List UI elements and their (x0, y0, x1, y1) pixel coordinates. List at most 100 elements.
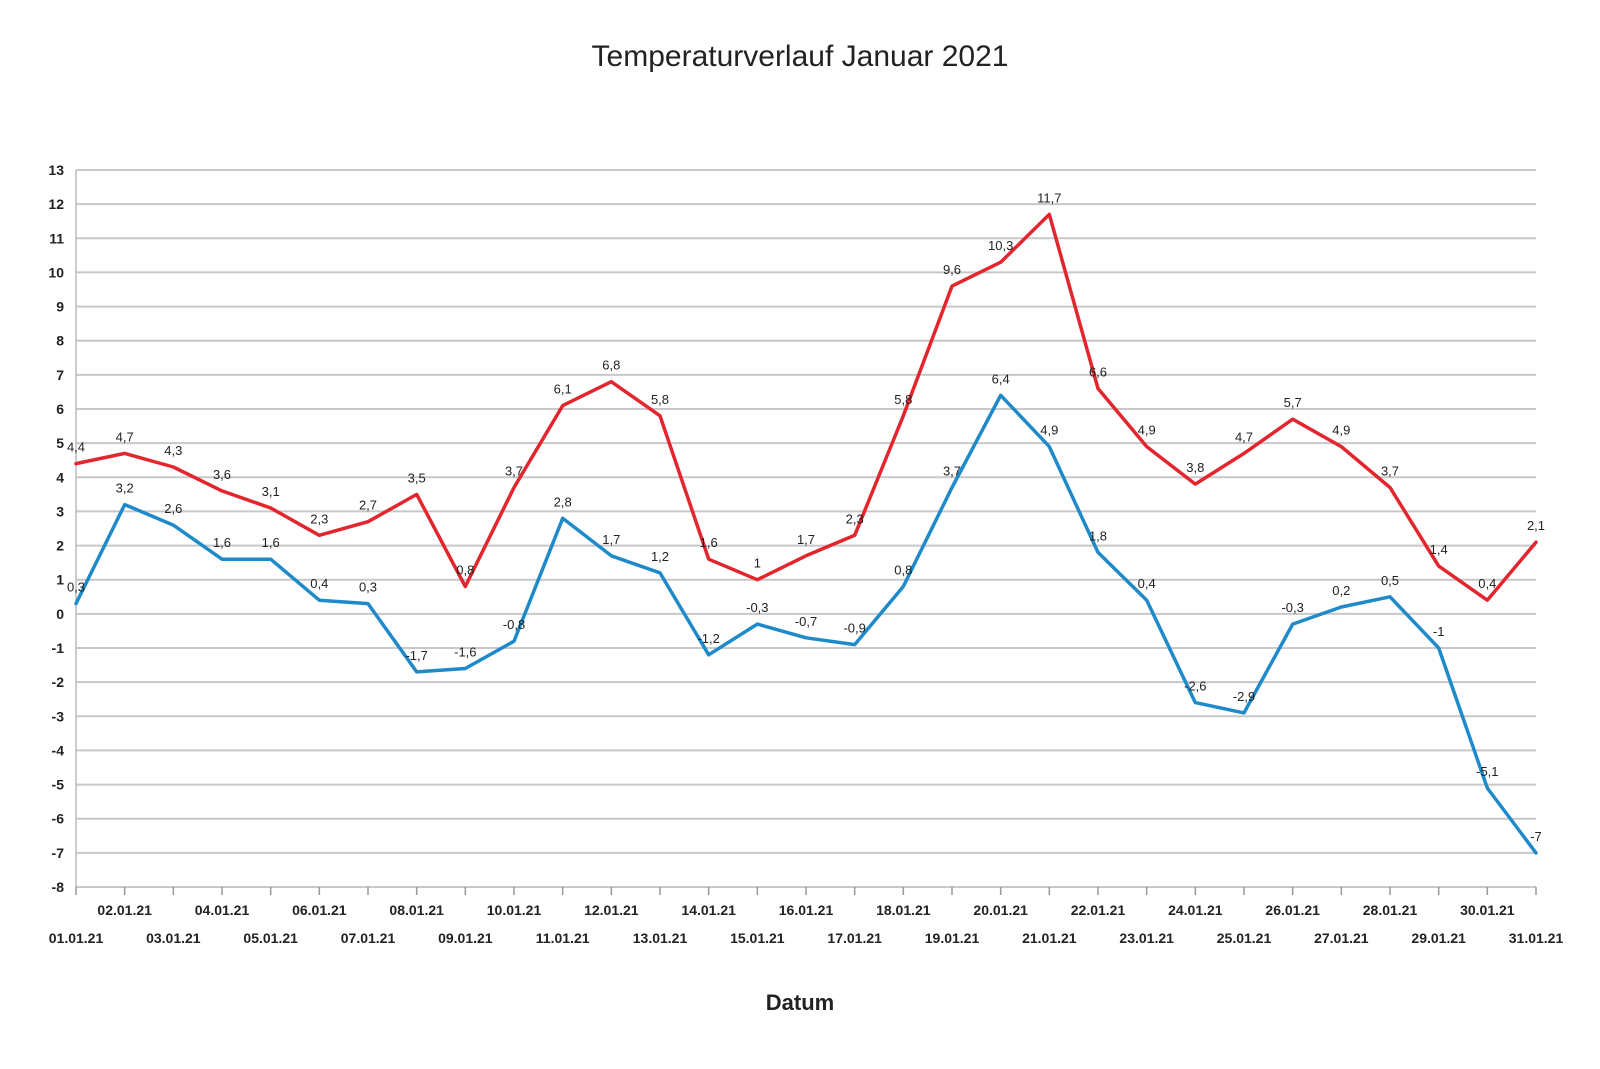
y-tick-label: 9 (56, 299, 64, 315)
data-label-minimum: 1,2 (651, 549, 669, 564)
x-tick-label: 16.01.21 (779, 902, 834, 918)
data-label-maximum: 0,8 (456, 563, 474, 578)
data-label-minimum: 2,8 (554, 494, 572, 509)
data-label-minimum: -0,3 (1281, 600, 1303, 615)
x-tick-label: 09.01.21 (438, 930, 493, 946)
data-label-maximum: 1,6 (700, 535, 718, 550)
data-label-maximum: 11,7 (1037, 190, 1061, 205)
x-tick-label: 22.01.21 (1071, 902, 1126, 918)
data-label-minimum: -1 (1433, 624, 1445, 639)
data-label-minimum: 0,3 (67, 580, 85, 595)
data-label-minimum: -1,7 (405, 648, 427, 663)
data-label-maximum: 4,4 (67, 440, 85, 455)
x-axis-label: Datum (765, 990, 835, 1015)
series-lines (74, 212, 1538, 855)
x-tick-label: 17.01.21 (827, 930, 882, 946)
data-label-minimum: 0,8 (894, 563, 912, 578)
series-line-minimum (74, 393, 1538, 855)
x-tick-label: 23.01.21 (1119, 930, 1174, 946)
y-tick-label: -1 (52, 640, 65, 656)
data-label-minimum: -7 (1530, 829, 1542, 844)
x-tick-labels: 01.01.21 02.01.21 03.01.21 04.01.21 05.01.21… (49, 902, 1564, 946)
y-tick-label: 7 (56, 367, 64, 383)
y-tick-label: -2 (52, 674, 65, 690)
y-tick-label: 3 (56, 503, 64, 519)
data-label-minimum: -2,9 (1233, 689, 1255, 704)
data-label-minimum: -1,6 (454, 644, 476, 659)
data-label-minimum: 6,4 (992, 371, 1010, 386)
data-label-maximum: 3,8 (1186, 460, 1204, 475)
data-label-maximum: 1 (754, 556, 761, 571)
x-tick-label: 31.01.21 (1509, 930, 1564, 946)
data-label-minimum: 2,6 (164, 501, 182, 516)
data-label-maximum: 6,8 (602, 358, 620, 373)
x-tick-label: 21.01.21 (1022, 930, 1077, 946)
data-label-minimum: -2,6 (1184, 679, 1206, 694)
data-label-minimum: 4,9 (1040, 423, 1058, 438)
y-tick-label: 0 (56, 606, 64, 622)
y-tick-label: 8 (56, 333, 64, 349)
data-label-maximum: 4,3 (164, 443, 182, 458)
x-tick-label: 06.01.21 (292, 902, 347, 918)
x-tick-label: 19.01.21 (925, 930, 980, 946)
x-tick-label: 20.01.21 (973, 902, 1028, 918)
data-label-maximum: 9,6 (943, 262, 961, 277)
data-label-maximum: 10,3 (988, 238, 1013, 253)
data-label-maximum: 3,1 (262, 484, 280, 499)
data-label-maximum: 5,7 (1284, 395, 1302, 410)
data-label-minimum: -0,8 (503, 617, 525, 632)
data-label-maximum: 4,7 (1235, 429, 1253, 444)
y-tick-label: 10 (48, 264, 64, 280)
y-tick-label: 2 (56, 538, 64, 554)
data-label-minimum: 0,3 (359, 580, 377, 595)
data-label-maximum: 3,5 (408, 470, 426, 485)
data-label-minimum: 3,2 (116, 481, 134, 496)
data-label-minimum: 1,7 (602, 532, 620, 547)
data-label-maximum: 4,7 (116, 429, 134, 444)
x-tick-label: 05.01.21 (243, 930, 298, 946)
data-label-minimum: 0,2 (1332, 583, 1350, 598)
y-tick-label: -4 (52, 742, 65, 758)
data-label-maximum: 0,4 (1478, 576, 1496, 591)
x-tick-label: 14.01.21 (681, 902, 736, 918)
y-tick-label: -3 (52, 708, 65, 724)
data-label-minimum: 0,4 (1138, 576, 1156, 591)
data-label-maximum: 4,9 (1138, 423, 1156, 438)
x-tick-label: 24.01.21 (1168, 902, 1223, 918)
y-tick-label: -8 (52, 879, 65, 895)
x-tick-label: 01.01.21 (49, 930, 104, 946)
x-tick-label: 07.01.21 (341, 930, 396, 946)
x-tick-label: 15.01.21 (730, 930, 785, 946)
data-label-maximum: 3,7 (505, 464, 523, 479)
data-label-maximum: 3,6 (213, 467, 231, 482)
data-label-minimum: -5,1 (1476, 764, 1498, 779)
y-tick-label: 12 (48, 196, 64, 212)
x-tick-label: 29.01.21 (1411, 930, 1466, 946)
data-label-maximum: 5,8 (651, 392, 669, 407)
x-tick-label: 03.01.21 (146, 930, 201, 946)
y-tick-label: -6 (52, 811, 65, 827)
data-label-maximum: 2,7 (359, 498, 377, 513)
y-tick-label: 11 (49, 230, 64, 246)
data-label-minimum: 1,8 (1089, 528, 1107, 543)
data-label-minimum: -0,7 (795, 614, 817, 629)
data-label-minimum: -0,3 (746, 600, 768, 615)
y-tick-label: -7 (52, 845, 65, 861)
x-tick-label: 02.01.21 (97, 902, 152, 918)
data-label-minimum: 1,6 (262, 535, 280, 550)
chart-title: Temperaturverlauf Januar 2021 (591, 40, 1009, 73)
x-tick-label: 27.01.21 (1314, 930, 1369, 946)
data-label-maximum: 2,1 (1527, 518, 1545, 533)
axes (75, 170, 1537, 895)
data-label-minimum: 1,6 (213, 535, 231, 550)
y-tick-label: 13 (48, 162, 64, 178)
x-tick-label: 08.01.21 (389, 902, 444, 918)
data-label-maximum: 1,7 (797, 532, 815, 547)
data-label-maximum: 3,7 (1381, 464, 1399, 479)
y-tick-label: 4 (56, 469, 64, 485)
data-label-minimum: 0,4 (310, 576, 328, 591)
data-label-maximum: 4,9 (1332, 423, 1350, 438)
x-tick-label: 11.01.21 (536, 930, 590, 946)
